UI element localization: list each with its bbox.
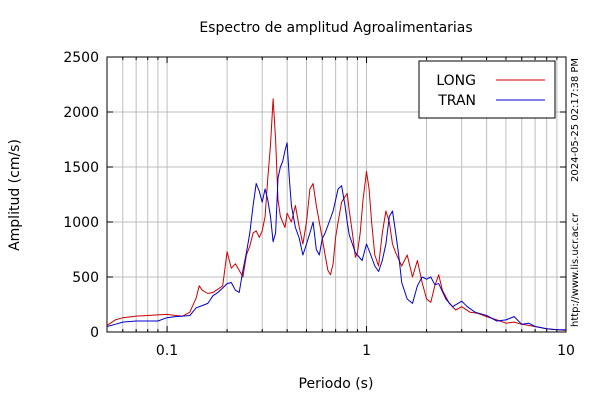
y-tick-label: 1500 (63, 160, 99, 176)
y-tick-label: 2500 (63, 50, 99, 66)
axis-ticks: 0.1 1 10 0 500 1000 1500 2000 2500 (63, 50, 575, 359)
series-line-long (106, 98, 567, 331)
legend-label-tran: TRAN (437, 93, 476, 109)
x-axis-label: Periodo (s) (299, 376, 374, 392)
legend-label-long: LONG (436, 73, 476, 89)
x-tick-label: 10 (557, 343, 575, 359)
y-tick-label: 2000 (63, 105, 99, 121)
legend: LONG TRAN (418, 60, 556, 119)
y-tick-label: 1000 (63, 215, 99, 231)
series-lines (106, 98, 567, 331)
y-axis-label: Amplitud (cm/s) (7, 139, 23, 251)
series-line-tran (106, 142, 566, 331)
x-tick-label: 0.1 (156, 343, 178, 359)
side-url: http://www.lis.ucr.ac.cr (570, 212, 581, 327)
x-tick-label: 1 (362, 343, 371, 359)
chart-title: Espectro de amplitud Agroalimentarias (199, 20, 472, 36)
y-tick-label: 0 (90, 325, 99, 341)
timestamp: 2024-05-25 02:17:38 PM (570, 58, 581, 182)
legend-box (418, 60, 556, 119)
plot-frame (106, 56, 567, 333)
grid (106, 57, 567, 332)
y-tick-label: 500 (72, 270, 99, 286)
